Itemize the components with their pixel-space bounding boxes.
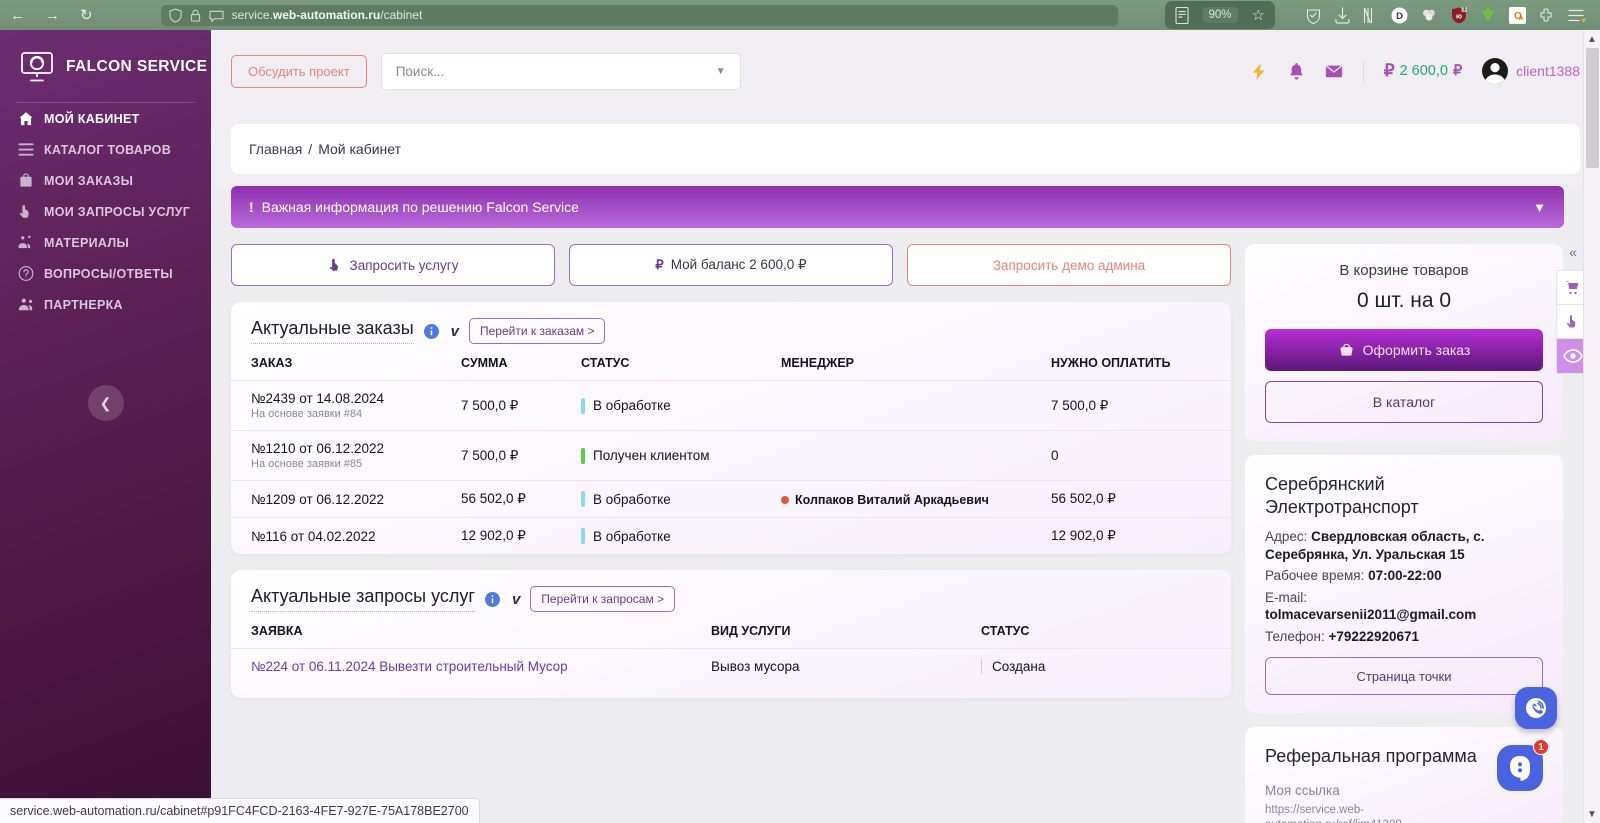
svg-text:1: 1 — [1463, 7, 1466, 12]
svg-text:ю: ю — [1456, 13, 1462, 20]
svg-text:D: D — [1396, 11, 1403, 22]
svg-text:О: О — [1514, 11, 1522, 22]
